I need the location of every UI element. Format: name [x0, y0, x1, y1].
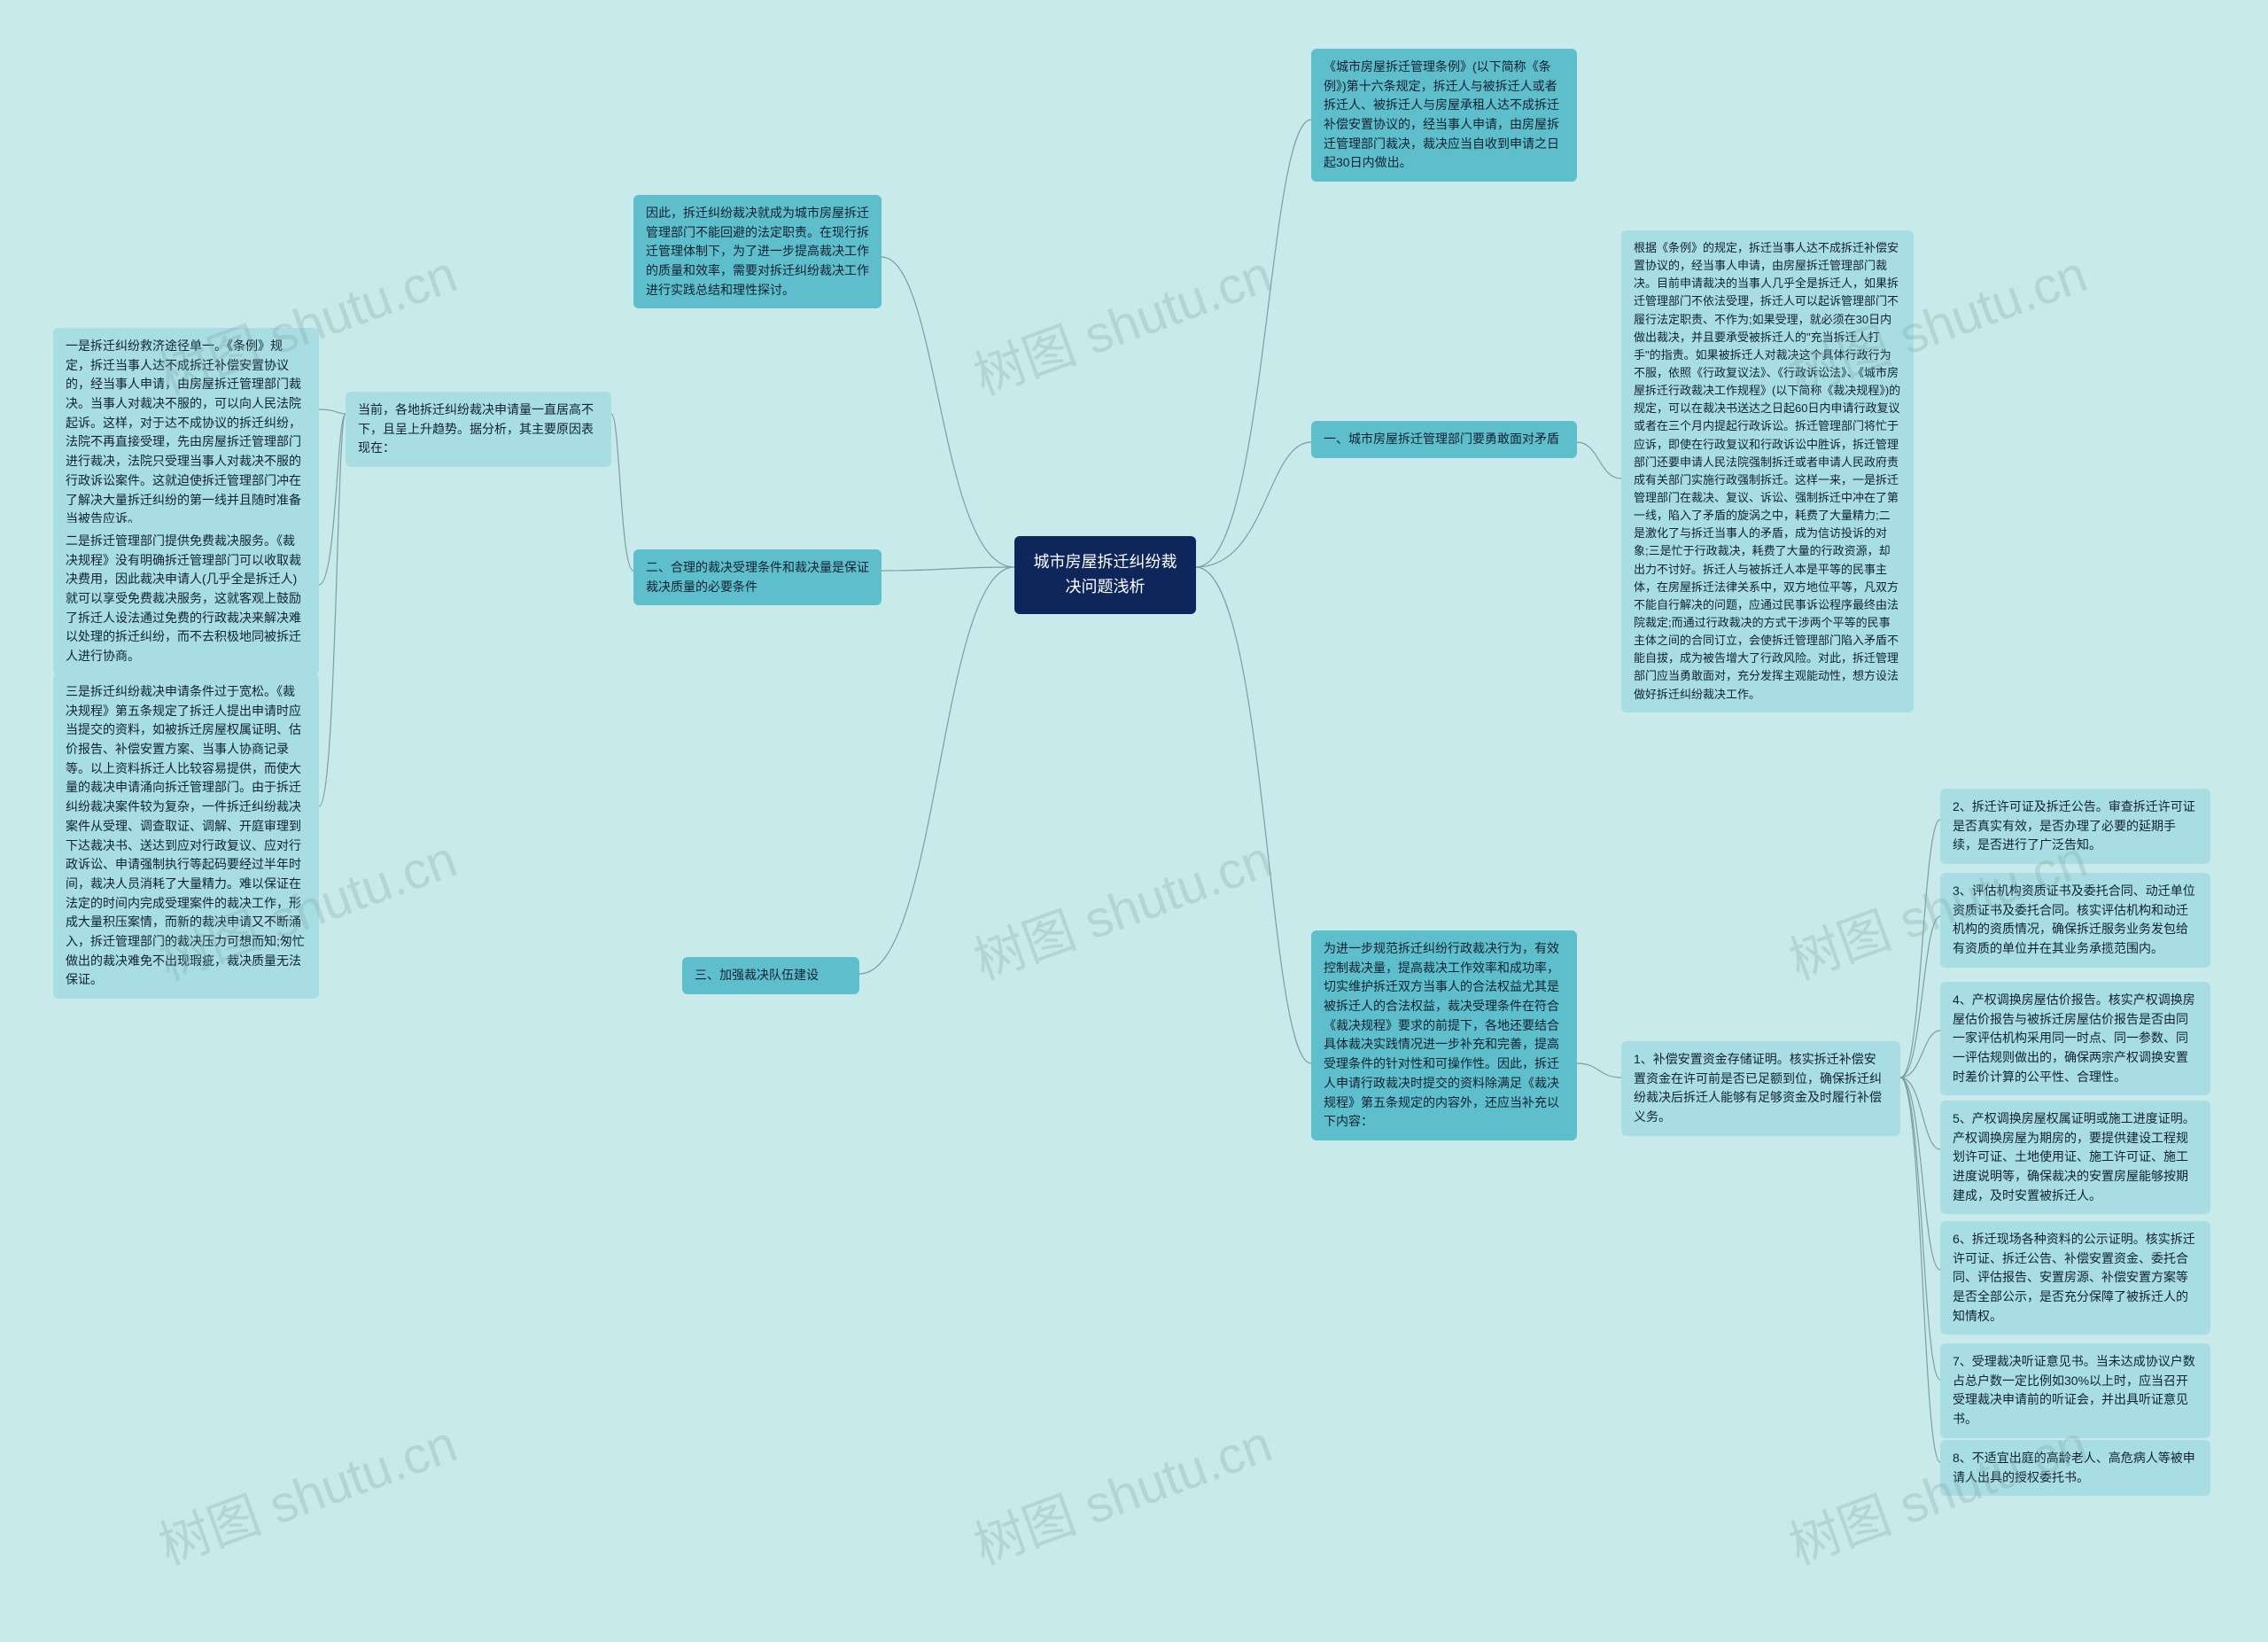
leaf-L2a-text: 当前，各地拆迁纠纷裁决申请量一直居高不下，且呈上升趋势。据分析，其主要原因表现在…	[358, 402, 594, 455]
leaf-L2a3-text: 三是拆迁纠纷裁决申请条件过于宽松。《裁决规程》第五条规定了拆迁人提出申请时应当提…	[66, 684, 305, 986]
leaf-R3a3: 4、产权调换房屋估价报告。核实产权调换房屋估价报告与被拆迁房屋估价报告是否由同一…	[1940, 982, 2210, 1095]
leaf-R3a-text: 1、补偿安置资金存储证明。核实拆迁补偿安置资金在许可前是否已足额到位，确保拆迁纠…	[1634, 1052, 1882, 1124]
branch-R2: 一、城市房屋拆迁管理部门要勇敢面对矛盾	[1311, 421, 1577, 458]
leaf-R3a2: 3、评估机构资质证书及委托合同、动迁单位资质证书及委托合同。核实评估机构和动迁机…	[1940, 873, 2210, 968]
root-text: 城市房屋拆迁纠纷裁决问题浅析	[1034, 553, 1177, 595]
branch-L3-text: 三、加强裁决队伍建设	[695, 968, 819, 982]
leaf-R3a4-text: 5、产权调换房屋权属证明或施工进度证明。产权调换房屋为期房的，要提供建设工程规划…	[1953, 1111, 2195, 1202]
leaf-R3a1: 2、拆迁许可证及拆迁公告。审查拆迁许可证是否真实有效，是否办理了必要的延期手续，…	[1940, 789, 2210, 864]
root-node: 城市房屋拆迁纠纷裁决问题浅析	[1014, 536, 1196, 614]
leaf-R3a7: 8、不适宜出庭的高龄老人、高危病人等被申请人出具的授权委托书。	[1940, 1440, 2210, 1496]
branch-L1: 因此，拆迁纠纷裁决就成为城市房屋拆迁管理部门不能回避的法定职责。在现行拆迁管理体…	[633, 195, 882, 308]
watermark: 树图 shutu.cn	[147, 1402, 465, 1578]
leaf-R3a3-text: 4、产权调换房屋估价报告。核实产权调换房屋估价报告与被拆迁房屋估价报告是否由同一…	[1953, 992, 2195, 1084]
leaf-L2a2: 二是拆迁管理部门提供免费裁决服务。《裁决规程》没有明确拆迁管理部门可以收取裁决费…	[53, 523, 319, 675]
watermark: 树图 shutu.cn	[962, 1402, 1280, 1578]
leaf-R3a5: 6、拆迁现场各种资料的公示证明。核实拆迁许可证、拆迁公告、补偿安置资金、委托合同…	[1940, 1221, 2210, 1335]
leaf-R3a7-text: 8、不适宜出庭的高龄老人、高危病人等被申请人出具的授权委托书。	[1953, 1451, 2195, 1484]
leaf-R3a2-text: 3、评估机构资质证书及委托合同、动迁单位资质证书及委托合同。核实评估机构和动迁机…	[1953, 883, 2195, 955]
branch-L1-text: 因此，拆迁纠纷裁决就成为城市房屋拆迁管理部门不能回避的法定职责。在现行拆迁管理体…	[646, 206, 869, 297]
leaf-L2a2-text: 二是拆迁管理部门提供免费裁决服务。《裁决规程》没有明确拆迁管理部门可以收取裁决费…	[66, 533, 301, 663]
leaf-L2a: 当前，各地拆迁纠纷裁决申请量一直居高不下，且呈上升趋势。据分析，其主要原因表现在…	[346, 392, 611, 467]
branch-L2: 二、合理的裁决受理条件和裁决量是保证裁决质量的必要条件	[633, 549, 882, 605]
watermark: 树图 shutu.cn	[962, 817, 1280, 993]
leaf-L2a1: 一是拆迁纠纷救济途径单一。《条例》规定，拆迁当事人达不成拆迁补偿安置协议的，经当…	[53, 328, 319, 538]
connectors-svg	[0, 0, 2268, 1642]
leaf-R3a4: 5、产权调换房屋权属证明或施工进度证明。产权调换房屋为期房的，要提供建设工程规划…	[1940, 1101, 2210, 1214]
leaf-R3a6-text: 7、受理裁决听证意见书。当未达成协议户数占总户数一定比例如30%以上时，应当召开…	[1953, 1354, 2195, 1426]
branch-L2-text: 二、合理的裁决受理条件和裁决量是保证裁决质量的必要条件	[646, 560, 869, 594]
leaf-R2a: 根据《条例》的规定，拆迁当事人达不成拆迁补偿安置协议的，经当事人申请，由房屋拆迁…	[1621, 230, 1914, 712]
leaf-R3a: 1、补偿安置资金存储证明。核实拆迁补偿安置资金在许可前是否已足额到位，确保拆迁纠…	[1621, 1041, 1900, 1136]
branch-L3: 三、加强裁决队伍建设	[682, 957, 859, 994]
branch-R3: 为进一步规范拆迁纠纷行政裁决行为，有效控制裁决量，提高裁决工作效率和成功率，切实…	[1311, 930, 1577, 1140]
leaf-R2a-text: 根据《条例》的规定，拆迁当事人达不成拆迁补偿安置协议的，经当事人申请，由房屋拆迁…	[1634, 241, 1900, 701]
branch-R1: 《城市房屋拆迁管理条例》(以下简称《条例》)第十六条规定，拆迁人与被拆迁人或者拆…	[1311, 49, 1577, 182]
branch-R3-text: 为进一步规范拆迁纠纷行政裁决行为，有效控制裁决量，提高裁决工作效率和成功率，切实…	[1324, 941, 1559, 1128]
leaf-L2a1-text: 一是拆迁纠纷救济途径单一。《条例》规定，拆迁当事人达不成拆迁补偿安置协议的，经当…	[66, 339, 301, 525]
branch-R1-text: 《城市房屋拆迁管理条例》(以下简称《条例》)第十六条规定，拆迁人与被拆迁人或者拆…	[1324, 59, 1559, 169]
leaf-R3a5-text: 6、拆迁现场各种资料的公示证明。核实拆迁许可证、拆迁公告、补偿安置资金、委托合同…	[1953, 1232, 2195, 1323]
leaf-R3a6: 7、受理裁决听证意见书。当未达成协议户数占总户数一定比例如30%以上时，应当召开…	[1940, 1343, 2210, 1438]
watermark: 树图 shutu.cn	[962, 232, 1280, 409]
leaf-L2a3: 三是拆迁纠纷裁决申请条件过于宽松。《裁决规程》第五条规定了拆迁人提出申请时应当提…	[53, 673, 319, 999]
leaf-R3a1-text: 2、拆迁许可证及拆迁公告。审查拆迁许可证是否真实有效，是否办理了必要的延期手续，…	[1953, 799, 2195, 852]
branch-R2-text: 一、城市房屋拆迁管理部门要勇敢面对矛盾	[1324, 432, 1559, 446]
